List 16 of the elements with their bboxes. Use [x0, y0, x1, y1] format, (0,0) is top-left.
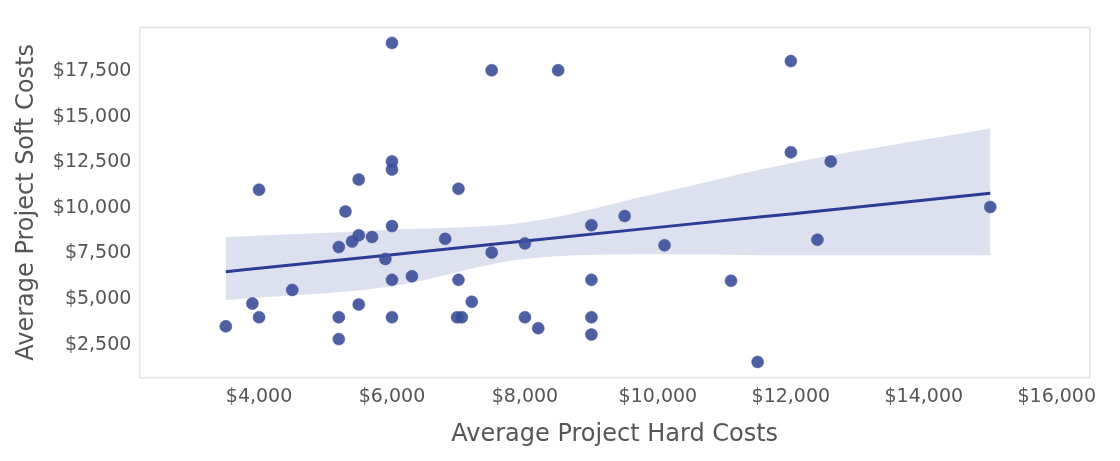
x-tick-label: $8,000	[491, 383, 559, 406]
y-tick-label: $12,500	[52, 149, 132, 172]
y-tick-label: $2,500	[64, 331, 132, 354]
x-tick-label: $10,000	[618, 383, 698, 406]
y-tick-label: $17,500	[52, 58, 132, 81]
y-tick-label: $10,000	[52, 194, 132, 217]
y-tick-label: $15,000	[52, 103, 132, 126]
x-tick-label: $12,000	[751, 383, 831, 406]
y-tick-label: $7,500	[64, 240, 132, 263]
x-tick-label: $6,000	[358, 383, 426, 406]
y-axis-title: Average Project Soft Costs	[10, 44, 39, 361]
x-tick-label: $16,000	[1017, 383, 1097, 406]
x-tick-label: $14,000	[884, 383, 964, 406]
x-tick-label: $4,000	[225, 383, 293, 406]
x-axis-title: Average Project Hard Costs	[451, 418, 779, 447]
y-tick-label: $5,000	[64, 285, 132, 308]
